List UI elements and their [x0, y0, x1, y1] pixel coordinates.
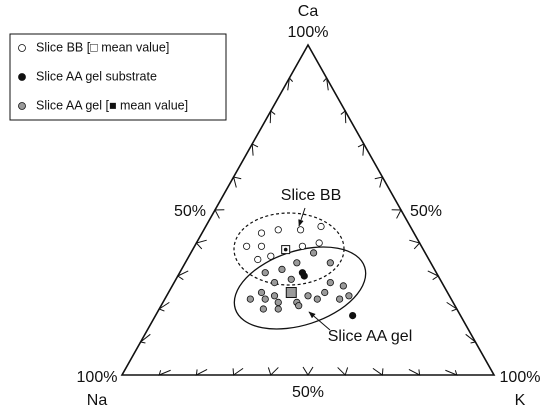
vertex-label: 100%	[500, 369, 541, 386]
arrow	[308, 311, 331, 331]
point	[243, 242, 251, 250]
vertex-name: Ca	[298, 3, 319, 20]
tick-mark	[322, 76, 329, 91]
point	[295, 302, 303, 310]
tick-mark	[302, 366, 314, 376]
tick-mark	[214, 209, 225, 219]
tick-mark	[357, 143, 365, 156]
point	[274, 305, 282, 313]
tick-mark	[232, 176, 242, 188]
point	[261, 295, 269, 303]
point	[257, 229, 266, 237]
vertex-label: 100%	[77, 369, 118, 386]
tick-mark	[446, 301, 458, 312]
tick-mark	[337, 367, 349, 376]
point	[259, 305, 267, 313]
tick-label: 50%	[410, 203, 442, 220]
arrow	[298, 207, 306, 227]
tick-mark	[195, 368, 208, 376]
point	[313, 295, 321, 303]
point	[293, 259, 301, 267]
point	[267, 252, 275, 260]
tick-mark	[176, 270, 189, 281]
tick-mark	[139, 333, 151, 344]
vertex-label: 100%	[288, 24, 329, 41]
legend-marker	[18, 102, 26, 110]
tick-label: 50%	[292, 384, 324, 401]
point	[349, 311, 357, 320]
legend-label: Slice AA gel [■ mean value]	[36, 98, 188, 112]
point	[257, 288, 266, 297]
point	[345, 292, 353, 300]
tick-mark	[427, 270, 440, 281]
point	[315, 239, 323, 247]
tick-mark	[267, 367, 279, 376]
point	[339, 282, 347, 290]
tick-mark	[340, 110, 347, 124]
tick-mark	[465, 333, 477, 344]
point	[278, 265, 286, 273]
tick-mark	[287, 76, 294, 91]
mean-dot	[283, 247, 288, 252]
point	[298, 242, 307, 250]
mean-square	[285, 287, 297, 298]
point	[296, 226, 305, 234]
point	[321, 288, 329, 297]
point	[336, 295, 344, 303]
vertex-name: Na	[87, 392, 108, 409]
legend-marker	[18, 73, 26, 81]
point	[326, 278, 334, 287]
legend-label: Slice BB [□ mean value]	[36, 40, 169, 54]
point	[246, 295, 254, 303]
annotation: Slice AA gel	[328, 328, 413, 345]
tick-mark	[391, 209, 402, 219]
point	[257, 242, 266, 250]
point	[254, 255, 262, 264]
point	[287, 275, 295, 283]
point	[270, 292, 279, 300]
tick-mark	[374, 176, 384, 188]
tick-mark	[251, 143, 259, 156]
point	[261, 269, 269, 277]
tick-mark	[232, 367, 244, 376]
point	[300, 272, 308, 280]
tick-mark	[195, 239, 207, 250]
point	[326, 259, 334, 267]
tick-label: 50%	[174, 203, 206, 220]
legend-label: Slice AA gel substrate	[36, 69, 157, 83]
tick-mark	[372, 367, 384, 376]
tick-mark	[158, 369, 171, 376]
vertex-name: K	[515, 392, 526, 409]
bb-ellipse	[233, 212, 345, 286]
point	[317, 222, 325, 231]
point	[274, 226, 282, 234]
legend-marker	[18, 44, 26, 52]
tick-mark	[408, 368, 421, 376]
tick-mark	[445, 369, 458, 376]
point	[304, 292, 312, 300]
point	[270, 278, 279, 287]
tick-mark	[409, 239, 421, 250]
legend-box	[9, 33, 227, 121]
tick-mark	[269, 110, 276, 124]
point	[274, 298, 282, 306]
point	[309, 249, 318, 257]
tick-mark	[158, 301, 170, 312]
annotation: Slice BB	[281, 187, 341, 204]
